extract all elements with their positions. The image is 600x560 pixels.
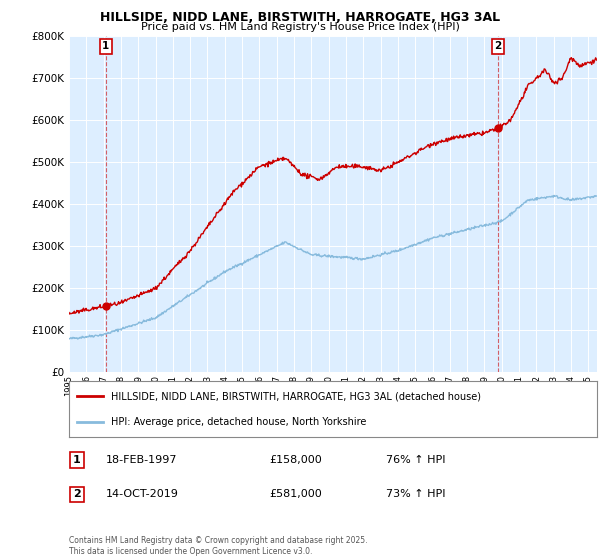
- Text: 1: 1: [73, 455, 81, 465]
- Text: £158,000: £158,000: [269, 455, 322, 465]
- Text: HILLSIDE, NIDD LANE, BIRSTWITH, HARROGATE, HG3 3AL (detached house): HILLSIDE, NIDD LANE, BIRSTWITH, HARROGAT…: [111, 391, 481, 402]
- Text: 14-OCT-2019: 14-OCT-2019: [106, 489, 179, 500]
- Text: £581,000: £581,000: [269, 489, 322, 500]
- Text: HPI: Average price, detached house, North Yorkshire: HPI: Average price, detached house, Nort…: [111, 417, 367, 427]
- Text: 18-FEB-1997: 18-FEB-1997: [106, 455, 178, 465]
- Text: Contains HM Land Registry data © Crown copyright and database right 2025.
This d: Contains HM Land Registry data © Crown c…: [69, 536, 367, 556]
- Text: HILLSIDE, NIDD LANE, BIRSTWITH, HARROGATE, HG3 3AL: HILLSIDE, NIDD LANE, BIRSTWITH, HARROGAT…: [100, 11, 500, 24]
- Text: 1: 1: [102, 41, 109, 52]
- Text: 2: 2: [73, 489, 81, 500]
- Text: 2: 2: [494, 41, 502, 52]
- Text: 73% ↑ HPI: 73% ↑ HPI: [386, 489, 445, 500]
- Text: 76% ↑ HPI: 76% ↑ HPI: [386, 455, 445, 465]
- Text: Price paid vs. HM Land Registry's House Price Index (HPI): Price paid vs. HM Land Registry's House …: [140, 22, 460, 32]
